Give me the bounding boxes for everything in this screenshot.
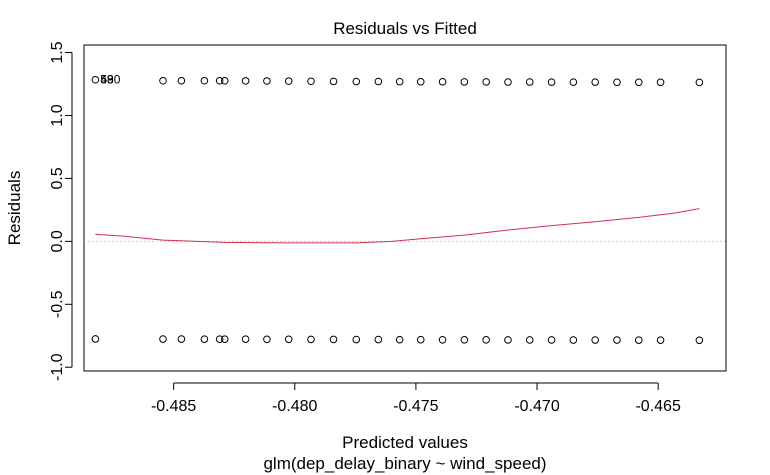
x-tick-label: -0.465 bbox=[635, 398, 680, 415]
residual-point bbox=[438, 77, 447, 86]
residual-point bbox=[460, 335, 469, 344]
residual-point bbox=[284, 335, 293, 344]
point-label: 49 bbox=[100, 73, 114, 87]
y-tick-label: 0.5 bbox=[49, 167, 66, 189]
axes: -0.485 -0.480 -0.475 -0.470 -0.465 -1.0 -0.5 0.… bbox=[49, 41, 681, 415]
residual-point bbox=[177, 335, 186, 343]
residual-point bbox=[525, 336, 534, 344]
x-tick-label: -0.470 bbox=[514, 398, 559, 415]
residual-point bbox=[241, 335, 250, 343]
residual-point bbox=[695, 78, 704, 87]
residual-point bbox=[416, 77, 425, 86]
residual-point bbox=[591, 336, 599, 344]
residual-point bbox=[241, 77, 250, 85]
residual-point bbox=[91, 335, 100, 343]
residual-point bbox=[352, 77, 361, 86]
residual-point bbox=[215, 76, 224, 85]
y-axis-label: Residuals bbox=[5, 171, 24, 246]
chart-title: Residuals vs Fitted bbox=[333, 19, 477, 38]
residual-point bbox=[329, 335, 338, 344]
y-tick-label: -0.5 bbox=[49, 290, 66, 318]
residual-point bbox=[263, 335, 271, 344]
residual-point bbox=[482, 335, 490, 344]
residual-point bbox=[263, 77, 271, 85]
residual-point bbox=[200, 335, 209, 343]
residual-point bbox=[504, 336, 512, 344]
residual-point bbox=[634, 78, 643, 87]
residual-point bbox=[656, 78, 665, 87]
residual-point bbox=[395, 77, 404, 86]
residual-point bbox=[159, 335, 167, 343]
residual-point bbox=[307, 335, 315, 344]
residual-point bbox=[695, 336, 704, 345]
residual-point bbox=[569, 336, 578, 344]
residual-point bbox=[613, 78, 621, 87]
residual-point bbox=[215, 335, 224, 343]
residual-point bbox=[569, 78, 578, 86]
residual-point bbox=[460, 78, 469, 86]
residual-point bbox=[395, 335, 404, 344]
residual-point bbox=[416, 335, 425, 344]
y-tick-label: 1.5 bbox=[49, 41, 66, 63]
x-axis-sublabel: glm(dep_delay_binary ~ wind_speed) bbox=[263, 454, 546, 473]
residual-point bbox=[525, 78, 534, 86]
x-tick-label: -0.475 bbox=[393, 398, 438, 415]
residual-point bbox=[91, 75, 100, 84]
residual-point bbox=[634, 336, 643, 344]
residual-point bbox=[352, 335, 361, 344]
residual-point bbox=[200, 76, 209, 85]
residual-point bbox=[329, 77, 338, 86]
residual-point bbox=[159, 76, 167, 85]
residual-point bbox=[438, 335, 447, 344]
residual-point bbox=[307, 77, 315, 86]
residual-point bbox=[656, 336, 665, 344]
point-label: 530 bbox=[100, 73, 120, 87]
smoother-line bbox=[95, 208, 700, 244]
point-label: 58 bbox=[100, 73, 114, 87]
residual-point bbox=[613, 336, 621, 344]
residual-point bbox=[284, 77, 293, 85]
y-tick-label: 0.0 bbox=[49, 230, 66, 252]
residual-point bbox=[591, 78, 599, 86]
residual-point bbox=[482, 78, 490, 86]
residual-point bbox=[220, 335, 229, 343]
residual-point bbox=[547, 78, 556, 86]
residual-point bbox=[177, 76, 186, 85]
residual-point bbox=[374, 335, 383, 344]
x-tick-label: -0.480 bbox=[272, 398, 317, 415]
residual-point bbox=[504, 78, 512, 86]
residual-point bbox=[374, 77, 383, 86]
plot-frame bbox=[83, 44, 727, 372]
y-tick-label: -1.0 bbox=[49, 353, 66, 381]
x-tick-label: -0.485 bbox=[151, 398, 196, 415]
y-tick-label: 1.0 bbox=[49, 104, 66, 126]
residual-point bbox=[547, 336, 556, 344]
residual-point bbox=[220, 76, 229, 85]
x-axis-label: Predicted values bbox=[342, 433, 468, 452]
